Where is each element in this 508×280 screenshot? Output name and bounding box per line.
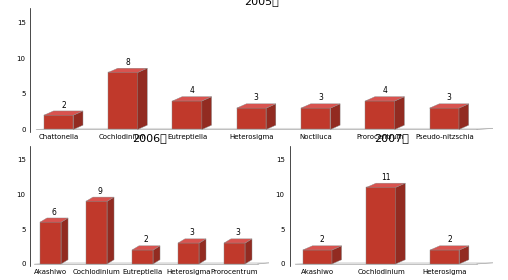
Polygon shape	[172, 101, 202, 129]
Text: 11: 11	[381, 173, 391, 182]
Text: 2: 2	[61, 101, 66, 109]
Polygon shape	[396, 183, 405, 264]
Polygon shape	[44, 111, 83, 115]
Polygon shape	[86, 197, 114, 201]
Polygon shape	[295, 263, 496, 264]
Polygon shape	[224, 243, 245, 264]
Polygon shape	[430, 108, 459, 129]
Polygon shape	[132, 246, 160, 250]
Text: 8: 8	[125, 58, 130, 67]
Text: 3: 3	[254, 94, 259, 102]
Polygon shape	[301, 104, 340, 108]
Text: 3: 3	[447, 94, 452, 102]
Polygon shape	[73, 111, 83, 129]
Polygon shape	[245, 239, 252, 264]
Polygon shape	[366, 183, 405, 187]
Text: 4: 4	[383, 86, 387, 95]
Polygon shape	[40, 222, 61, 264]
Polygon shape	[430, 104, 469, 108]
Polygon shape	[35, 263, 272, 264]
Polygon shape	[107, 197, 114, 264]
Polygon shape	[330, 104, 340, 129]
Title: 2006년: 2006년	[133, 134, 167, 143]
Text: 3: 3	[318, 94, 323, 102]
Polygon shape	[303, 246, 341, 250]
Polygon shape	[395, 97, 404, 129]
Text: 2: 2	[144, 235, 148, 244]
Polygon shape	[430, 246, 469, 250]
Polygon shape	[132, 250, 153, 264]
Title: 2005년: 2005년	[244, 0, 279, 6]
Polygon shape	[301, 108, 330, 129]
Polygon shape	[237, 108, 266, 129]
Polygon shape	[202, 97, 211, 129]
Polygon shape	[178, 239, 206, 243]
Polygon shape	[61, 218, 68, 264]
Polygon shape	[178, 243, 199, 264]
Polygon shape	[303, 250, 332, 264]
Polygon shape	[36, 128, 496, 129]
Text: 3: 3	[236, 228, 240, 237]
Text: 9: 9	[98, 187, 103, 196]
Polygon shape	[459, 104, 469, 129]
Polygon shape	[108, 68, 147, 73]
Polygon shape	[237, 104, 276, 108]
Polygon shape	[44, 115, 73, 129]
Polygon shape	[138, 68, 147, 129]
Text: 2: 2	[447, 235, 452, 244]
Polygon shape	[153, 246, 160, 264]
Polygon shape	[332, 246, 341, 264]
Polygon shape	[365, 101, 395, 129]
Polygon shape	[459, 246, 469, 264]
Polygon shape	[108, 73, 138, 129]
Text: 2: 2	[320, 235, 325, 244]
Polygon shape	[199, 239, 206, 264]
Polygon shape	[40, 218, 68, 222]
Polygon shape	[266, 104, 276, 129]
Polygon shape	[224, 239, 252, 243]
Text: 4: 4	[189, 86, 195, 95]
Polygon shape	[172, 97, 211, 101]
Title: 2007년: 2007년	[374, 134, 408, 143]
Text: 3: 3	[189, 228, 195, 237]
Polygon shape	[430, 250, 459, 264]
Polygon shape	[365, 97, 404, 101]
Text: 6: 6	[52, 207, 56, 217]
Polygon shape	[366, 187, 396, 264]
Polygon shape	[86, 201, 107, 264]
